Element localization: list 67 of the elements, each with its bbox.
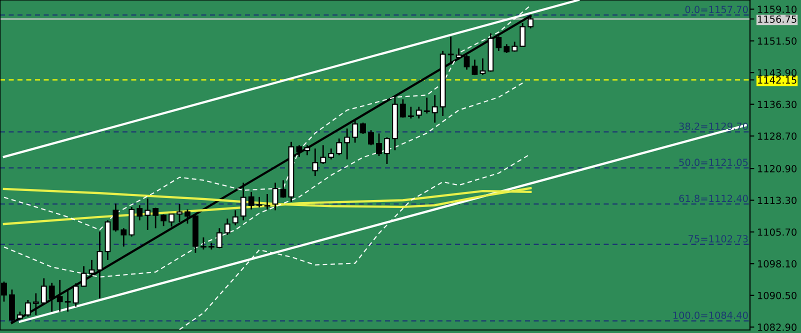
- candlestick: [264, 193, 270, 210]
- candlestick: [152, 207, 159, 229]
- y-tick-label: 1159.10: [758, 6, 797, 14]
- candlestick: [352, 118, 358, 144]
- y-tick-label: 1105.70: [758, 228, 797, 236]
- candlestick: [328, 148, 334, 160]
- candlestick: [224, 218, 230, 236]
- y-tick-label: 1156.75: [758, 15, 796, 23]
- candlestick: [176, 203, 182, 223]
- y-tick-label: 1120.90: [758, 165, 797, 172]
- y-tick-label: 1098.10: [758, 260, 797, 268]
- ref-line-label: 100.0=1084.40: [673, 312, 748, 319]
- candlestick: [520, 22, 526, 48]
- candlestick: [168, 212, 174, 228]
- candlestick: [72, 282, 79, 308]
- candlestick: [400, 98, 406, 118]
- y-tick-label: 1143.90: [758, 69, 797, 76]
- candlestick: [448, 36, 454, 64]
- candlestick: [432, 94, 438, 124]
- candlestick: [456, 48, 462, 60]
- candlestick: [416, 106, 422, 120]
- y-tick-label: 1151.50: [758, 37, 797, 45]
- candlestick: [320, 144, 326, 165]
- candlestick: [344, 128, 350, 160]
- candlestick: [48, 282, 55, 312]
- candlestick: [360, 122, 366, 135]
- candlestick: [120, 228, 127, 248]
- candlestick: [368, 129, 374, 146]
- y-tick-label: 1136.30: [758, 100, 797, 108]
- candlestick: [40, 278, 47, 304]
- candlestick: [296, 144, 302, 158]
- candlestick: [136, 204, 143, 221]
- candlestick: [32, 292, 39, 316]
- candlestick: [56, 279, 63, 312]
- candlestick: [240, 182, 246, 221]
- candlestick: [304, 144, 310, 156]
- candlestick: [280, 180, 286, 198]
- candlestick: [216, 228, 222, 249]
- y-tick-label: 1142.15: [758, 76, 796, 84]
- candlestick: [272, 182, 278, 211]
- y-tick-label: 1113.30: [758, 196, 797, 204]
- candlestick: [472, 58, 478, 76]
- candlestick: [464, 54, 470, 70]
- candlestick: [312, 148, 318, 177]
- candlestick: [384, 136, 390, 165]
- ref-line-label: 50.0=1121.05: [679, 158, 748, 166]
- candlestick: [200, 236, 206, 250]
- y-tick-label: 1090.50: [758, 292, 797, 300]
- candlestick: [64, 288, 71, 312]
- ref-line-label: 0.0=1157.70: [685, 6, 748, 14]
- candlestick: [336, 138, 342, 156]
- candlestick: [480, 58, 486, 76]
- ref-line-label: 75=1102.73: [688, 235, 748, 242]
- candlestick: [408, 106, 414, 120]
- candlestick: [184, 208, 190, 224]
- candlestick: [112, 202, 119, 232]
- candlestick: [424, 96, 430, 114]
- candlestick: [232, 210, 238, 226]
- candlestick: [248, 191, 254, 210]
- ref-line-label: 61.8=1112.40: [679, 194, 748, 202]
- candlestick: [496, 36, 502, 52]
- line-series: [2, 190, 532, 226]
- candlestick: [256, 196, 262, 208]
- y-tick-label: 1082.90: [758, 324, 797, 331]
- y-tick-label: 1128.70: [758, 132, 797, 140]
- candlestick: [24, 299, 31, 318]
- candlestick: [376, 132, 382, 157]
